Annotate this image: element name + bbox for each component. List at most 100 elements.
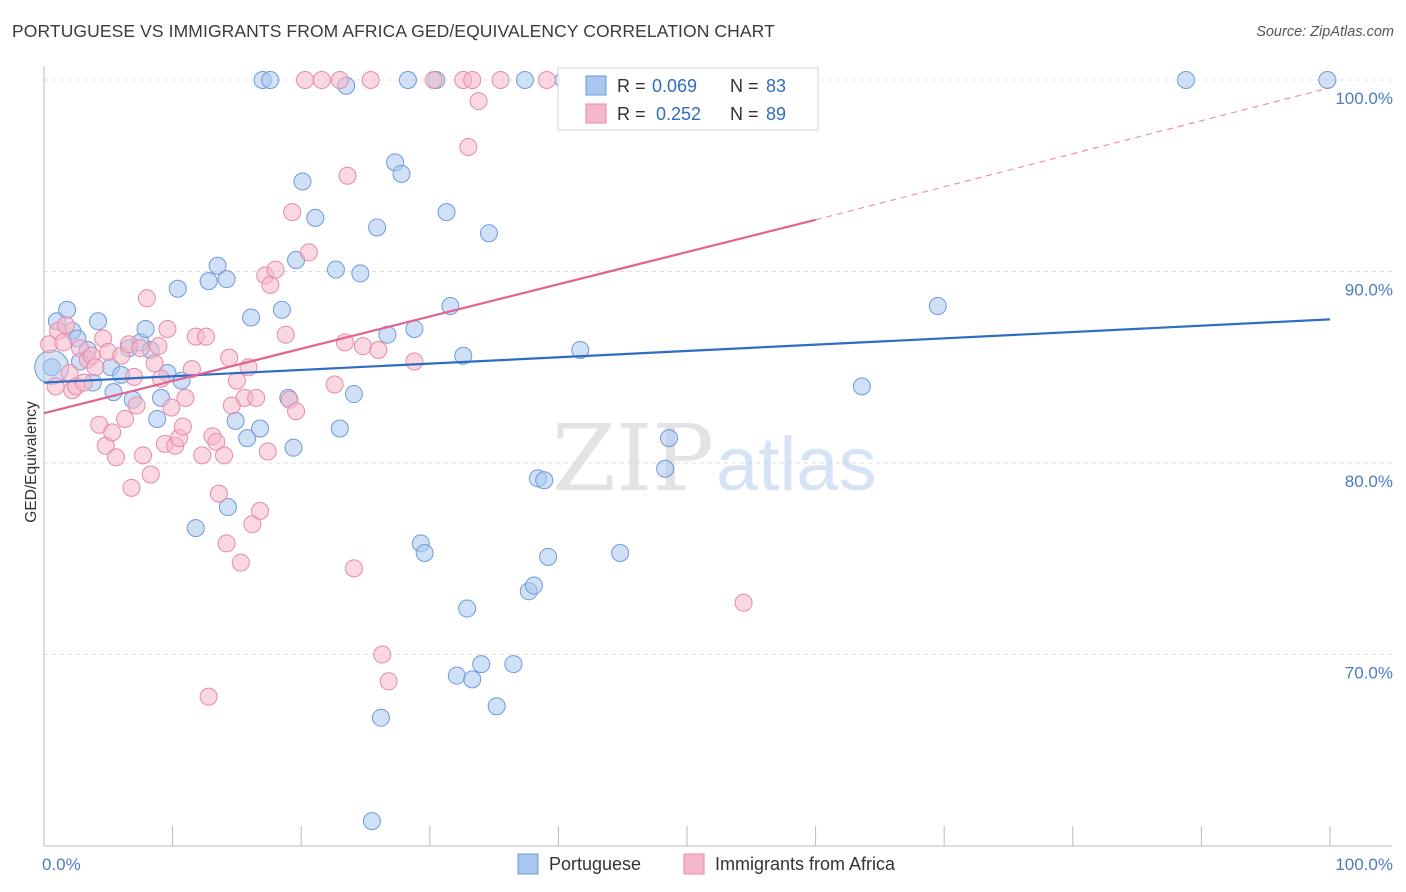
x-tick-label-0: 0.0% <box>42 855 81 874</box>
x-tick-label-1: 100.0% <box>1335 855 1393 874</box>
stats-r-label-africa: R = <box>617 104 646 124</box>
point-portuguese-61 <box>472 655 491 674</box>
point-portuguese-27 <box>226 411 245 430</box>
point-africa-17 <box>103 423 122 442</box>
point-africa-56 <box>247 388 266 407</box>
point-africa-77 <box>373 645 392 664</box>
trend-extension-africa <box>815 87 1331 221</box>
point-portuguese-25 <box>217 270 236 289</box>
point-portuguese-42 <box>344 385 363 404</box>
point-africa-79 <box>405 352 424 371</box>
point-africa-26 <box>134 446 153 465</box>
point-portuguese-28 <box>238 429 257 448</box>
point-africa-33 <box>158 319 177 338</box>
point-africa-73 <box>344 559 363 578</box>
point-africa-86 <box>537 71 556 89</box>
y-tick-label-2: 80.0% <box>1345 472 1393 491</box>
point-portuguese-77 <box>852 377 871 396</box>
stats-swatch-africa <box>585 103 607 124</box>
tick-label-layer: 100.0% 90.0% 80.0% 70.0% 0.0% 100.0% <box>42 89 1393 874</box>
point-portuguese-37 <box>293 172 312 191</box>
point-portuguese-53 <box>415 544 434 563</box>
stats-n-value-africa: 89 <box>766 104 786 124</box>
point-portuguese-45 <box>368 218 387 237</box>
watermark: ZIP atlas <box>552 405 877 512</box>
point-africa-46 <box>209 484 228 503</box>
point-portuguese-57 <box>447 666 466 685</box>
point-portuguese-76 <box>659 429 678 448</box>
y-tick-label-3: 70.0% <box>1345 664 1393 683</box>
point-africa-55 <box>243 515 262 534</box>
point-portuguese-23 <box>199 272 218 291</box>
watermark-zip: ZIP <box>552 405 714 512</box>
point-portuguese-59 <box>458 599 477 618</box>
point-africa-61 <box>266 260 285 279</box>
axes-layer <box>43 66 1392 847</box>
point-portuguese-80 <box>1318 71 1337 89</box>
point-portuguese-40 <box>330 419 349 438</box>
point-portuguese-60 <box>463 670 482 689</box>
point-africa-43 <box>199 687 218 706</box>
point-portuguese-69 <box>535 471 554 490</box>
point-portuguese-33 <box>272 300 291 319</box>
point-portuguese-78 <box>928 296 947 315</box>
point-portuguese-30 <box>251 419 270 438</box>
point-africa-22 <box>122 478 141 497</box>
point-portuguese-39 <box>326 260 345 279</box>
point-africa-42 <box>197 327 216 346</box>
point-africa-57 <box>251 501 270 520</box>
point-africa-75 <box>361 71 380 89</box>
point-africa-27 <box>137 289 156 308</box>
trend-line-africa <box>43 218 816 415</box>
legend-swatch-portuguese <box>517 853 539 875</box>
point-africa-84 <box>469 92 488 111</box>
trend-layer <box>43 87 1331 415</box>
point-portuguese-50 <box>398 71 417 89</box>
legend-swatch-africa <box>683 853 705 875</box>
stats-r-value-africa: 0.252 <box>656 104 701 124</box>
point-africa-34 <box>162 398 181 417</box>
point-africa-64 <box>283 203 302 222</box>
point-portuguese-75 <box>656 459 675 478</box>
legend-label-africa: Immigrants from Africa <box>715 854 896 874</box>
point-portuguese-26 <box>218 498 237 517</box>
point-africa-70 <box>330 71 349 89</box>
point-portuguese-29 <box>242 308 261 327</box>
y-tick-label-1: 90.0% <box>1345 281 1393 300</box>
point-africa-82 <box>459 138 478 157</box>
point-africa-69 <box>325 375 344 394</box>
point-portuguese-15 <box>136 319 155 338</box>
y-tick-label-0: 100.0% <box>1335 89 1393 108</box>
bottom-legend: Portuguese Immigrants from Africa <box>517 853 896 875</box>
chart-title: PORTUGUESE VS IMMIGRANTS FROM AFRICA GED… <box>12 21 775 41</box>
point-africa-72 <box>338 166 357 185</box>
point-portuguese-38 <box>306 208 325 227</box>
point-portuguese-72 <box>571 341 590 360</box>
point-africa-12 <box>86 358 105 377</box>
point-africa-18 <box>107 448 126 467</box>
point-portuguese-64 <box>504 655 523 674</box>
point-portuguese-63 <box>487 697 506 716</box>
point-portuguese-8 <box>89 312 108 331</box>
point-portuguese-73 <box>611 544 630 563</box>
watermark-atlas: atlas <box>716 422 877 507</box>
point-africa-59 <box>258 442 277 461</box>
point-portuguese-17 <box>148 409 167 428</box>
point-africa-9 <box>74 373 93 392</box>
stats-n-value-portuguese: 83 <box>766 76 786 96</box>
stats-n-label-portuguese: N = <box>730 76 759 96</box>
point-africa-30 <box>149 337 168 356</box>
point-africa-60 <box>261 275 280 294</box>
stats-n-label-africa: N = <box>730 104 759 124</box>
point-portuguese-22 <box>186 519 205 538</box>
point-africa-88 <box>734 593 753 612</box>
point-portuguese-62 <box>479 224 498 243</box>
stats-swatch-portuguese <box>585 75 607 96</box>
point-portuguese-67 <box>524 576 543 595</box>
point-portuguese-49 <box>392 164 411 183</box>
points-layer <box>34 71 1337 831</box>
point-africa-29 <box>145 354 164 373</box>
point-africa-66 <box>296 71 315 89</box>
point-portuguese-55 <box>437 203 456 222</box>
